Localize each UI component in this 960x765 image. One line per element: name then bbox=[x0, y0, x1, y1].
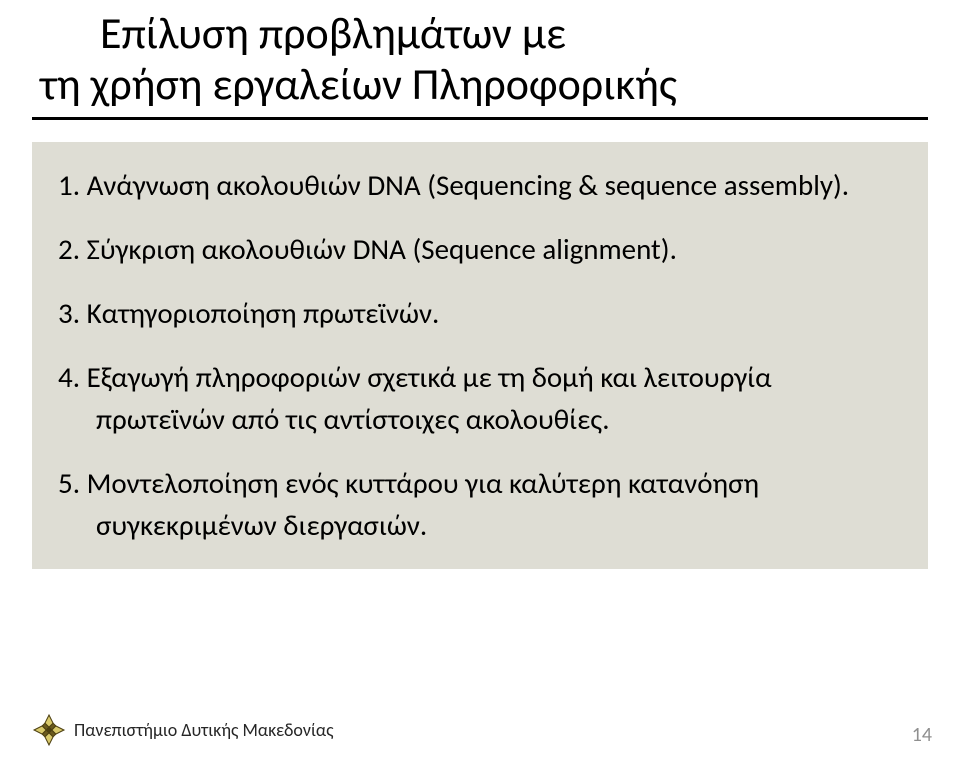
university-logo-icon bbox=[32, 713, 66, 747]
title-block: Επίλυση προβλημάτων με τη χρήση εργαλείω… bbox=[0, 0, 960, 109]
content-box: 1. Ανάγνωση ακολουθιών DNA (Sequencing &… bbox=[32, 142, 928, 568]
content-list: 1. Ανάγνωση ακολουθιών DNA (Sequencing &… bbox=[58, 164, 902, 546]
list-item: 1. Ανάγνωση ακολουθιών DNA (Sequencing &… bbox=[58, 164, 902, 206]
footer: Πανεπιστήμιο Δυτικής Μακεδονίας bbox=[32, 713, 334, 747]
slide: Επίλυση προβλημάτων με τη χρήση εργαλείω… bbox=[0, 0, 960, 765]
list-item: 3. Κατηγοριοποίηση πρωτεϊνών. bbox=[58, 292, 902, 334]
slide-title: Επίλυση προβλημάτων με τη χρήση εργαλείω… bbox=[40, 8, 920, 109]
title-underline bbox=[32, 117, 928, 120]
list-item: 4. Εξαγωγή πληροφοριών σχετικά με τη δομ… bbox=[58, 356, 902, 440]
list-item: 2. Σύγκριση ακολουθιών DNA (Sequence ali… bbox=[58, 228, 902, 270]
title-line-2: τη χρήση εργαλείων Πληροφορικής bbox=[40, 59, 920, 110]
title-line-1: Επίλυση προβλημάτων με bbox=[40, 8, 920, 59]
list-item: 5. Μοντελοποίηση ενός κυττάρου για καλύτ… bbox=[58, 462, 902, 546]
logo-svg bbox=[34, 715, 64, 745]
footer-text: Πανεπιστήμιο Δυτικής Μακεδονίας bbox=[74, 719, 334, 741]
page-number: 14 bbox=[912, 723, 932, 747]
